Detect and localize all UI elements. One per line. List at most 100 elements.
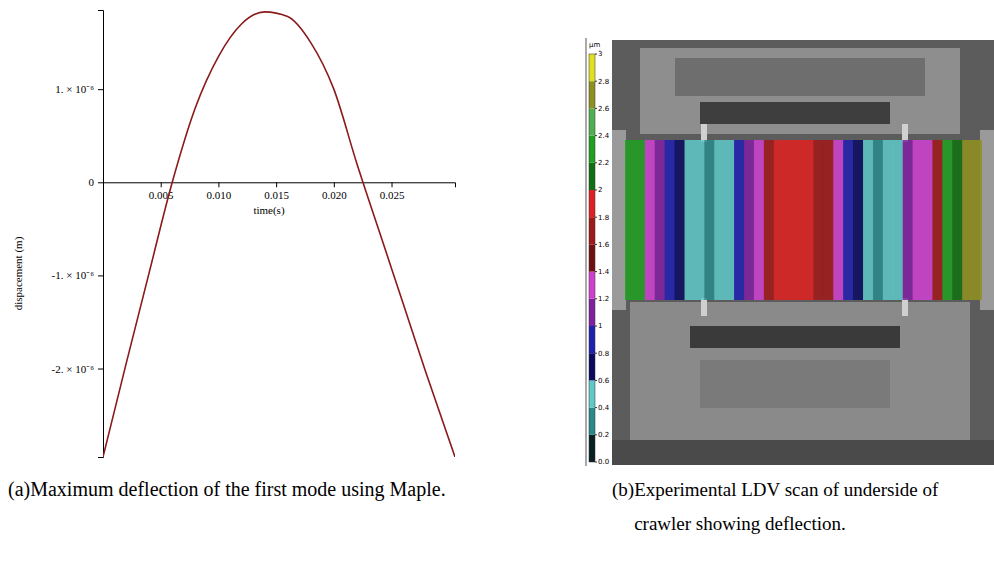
colorbar-swatch (589, 326, 595, 353)
scan-cell (823, 140, 833, 300)
scan-cell (764, 140, 774, 300)
colorbar-tick (595, 407, 597, 408)
scan-cell (942, 140, 952, 300)
y-tick: 1. × 10⁻⁶ (55, 83, 103, 95)
y-tick-mark (98, 89, 103, 90)
colorbar-tick (595, 271, 597, 272)
scan-cell (962, 140, 972, 300)
x-tick-mark (276, 182, 277, 187)
colorbar-tick-label: 2.8 (598, 78, 609, 86)
colorbar-tick (595, 298, 597, 299)
scan-cell (843, 140, 853, 300)
y-tick-label: -1. × 10⁻⁶ (52, 269, 95, 281)
panel-border (586, 38, 587, 466)
x-tick-mark (218, 182, 219, 187)
colorbar-tick-label: 2.6 (598, 105, 610, 113)
colorbar-swatch (589, 299, 595, 326)
colorbar-tick (595, 54, 597, 55)
photo-part (980, 130, 994, 310)
photo-part (640, 48, 960, 134)
colorbar-tick (595, 462, 597, 463)
photo-pin (701, 298, 707, 316)
colorbar-swatch (589, 408, 595, 435)
scan-cell (625, 140, 635, 300)
colorbar-frame (589, 54, 595, 462)
colorbar-swatch (589, 163, 595, 190)
scan-cell (655, 140, 665, 300)
y-tick-mark (98, 275, 103, 276)
photo-part (612, 440, 994, 465)
photo-part (630, 302, 970, 450)
scan-cell (645, 140, 655, 300)
colorbar-title: µm (589, 41, 600, 49)
colorbar-tick-label: 0.0 (598, 458, 609, 466)
x-tick-label: 0.010 (207, 189, 232, 201)
photo-pin (701, 124, 707, 142)
x-tick-mark (392, 182, 393, 187)
scan-cell (734, 140, 744, 300)
y-tick-mark (98, 369, 103, 370)
photo-pin (902, 124, 908, 142)
colorbar-tick (595, 326, 597, 327)
photo-part (675, 58, 925, 96)
colorbar-tick-label: 2.2 (598, 159, 609, 167)
y-tick-label: 1. × 10⁻⁶ (55, 83, 94, 95)
figure: 0.0050.0100.0150.0200.025-2. × 10⁻⁶-1. ×… (0, 0, 994, 573)
colorbar-swatch (589, 81, 595, 108)
scan-cell (923, 140, 933, 300)
scan-cell (665, 140, 675, 300)
y-tick-mark (98, 182, 103, 183)
colorbar-tick-label: 0.8 (598, 350, 609, 358)
x-tick: 0.015 (264, 182, 289, 201)
x-tick-label: 0.025 (380, 189, 405, 201)
caption: (b) Experimental LDV scan of underside o… (612, 479, 939, 534)
data-line (103, 12, 455, 457)
scan-cell (675, 140, 685, 300)
scan-cell (903, 140, 913, 300)
colorbar-tick (595, 81, 597, 82)
photo-part (612, 40, 994, 465)
colorbar-tick (595, 217, 597, 218)
scan-cell (972, 140, 982, 300)
x-axis-title: time(s) (253, 204, 284, 217)
colorbar-swatch (589, 217, 595, 244)
scan-cell (952, 140, 962, 300)
y-axis-line (98, 11, 104, 458)
scan-cell (714, 140, 724, 300)
x-tick: 0.010 (207, 182, 232, 201)
photo-part (700, 102, 890, 124)
scan-cell (704, 140, 714, 300)
photo-part (700, 360, 890, 408)
colorbar-swatch (589, 244, 595, 271)
scan-cell (873, 140, 883, 300)
scan-area (625, 140, 982, 300)
colorbar-swatch (589, 272, 595, 299)
colorbar-swatch (589, 190, 595, 217)
colorbar-tick (595, 162, 597, 163)
scan-cell (784, 140, 794, 300)
scan-cell (813, 140, 823, 300)
x-tick-label: 0.015 (264, 189, 289, 201)
scan-cell (794, 140, 804, 300)
colorbar-tick-label: 3 (598, 50, 602, 58)
scan-cell (932, 140, 942, 300)
photo-backdrop (612, 40, 994, 465)
x-tick-label: 0.020 (322, 189, 347, 201)
colorbar-tick (595, 434, 597, 435)
y-tick-label: -2. × 10⁻⁶ (52, 363, 95, 375)
colorbar-swatch (589, 353, 595, 380)
y-tick: 0 (89, 176, 104, 188)
photo-pin (902, 298, 908, 316)
x-axis-line (104, 183, 456, 188)
colorbar-tick-label: 1.2 (598, 295, 609, 303)
y-axis-title: dispacement (m) (12, 236, 25, 310)
scan-cell (685, 140, 695, 300)
scan-cell (724, 140, 734, 300)
colorbar-tick-label: 2.4 (598, 132, 610, 140)
x-tick: 0.025 (380, 182, 405, 201)
colorbar-swatch (589, 108, 595, 135)
scan-cell (635, 140, 645, 300)
scan-cell (694, 140, 704, 300)
photo-part (690, 326, 900, 348)
colorbar-tick (595, 190, 597, 191)
